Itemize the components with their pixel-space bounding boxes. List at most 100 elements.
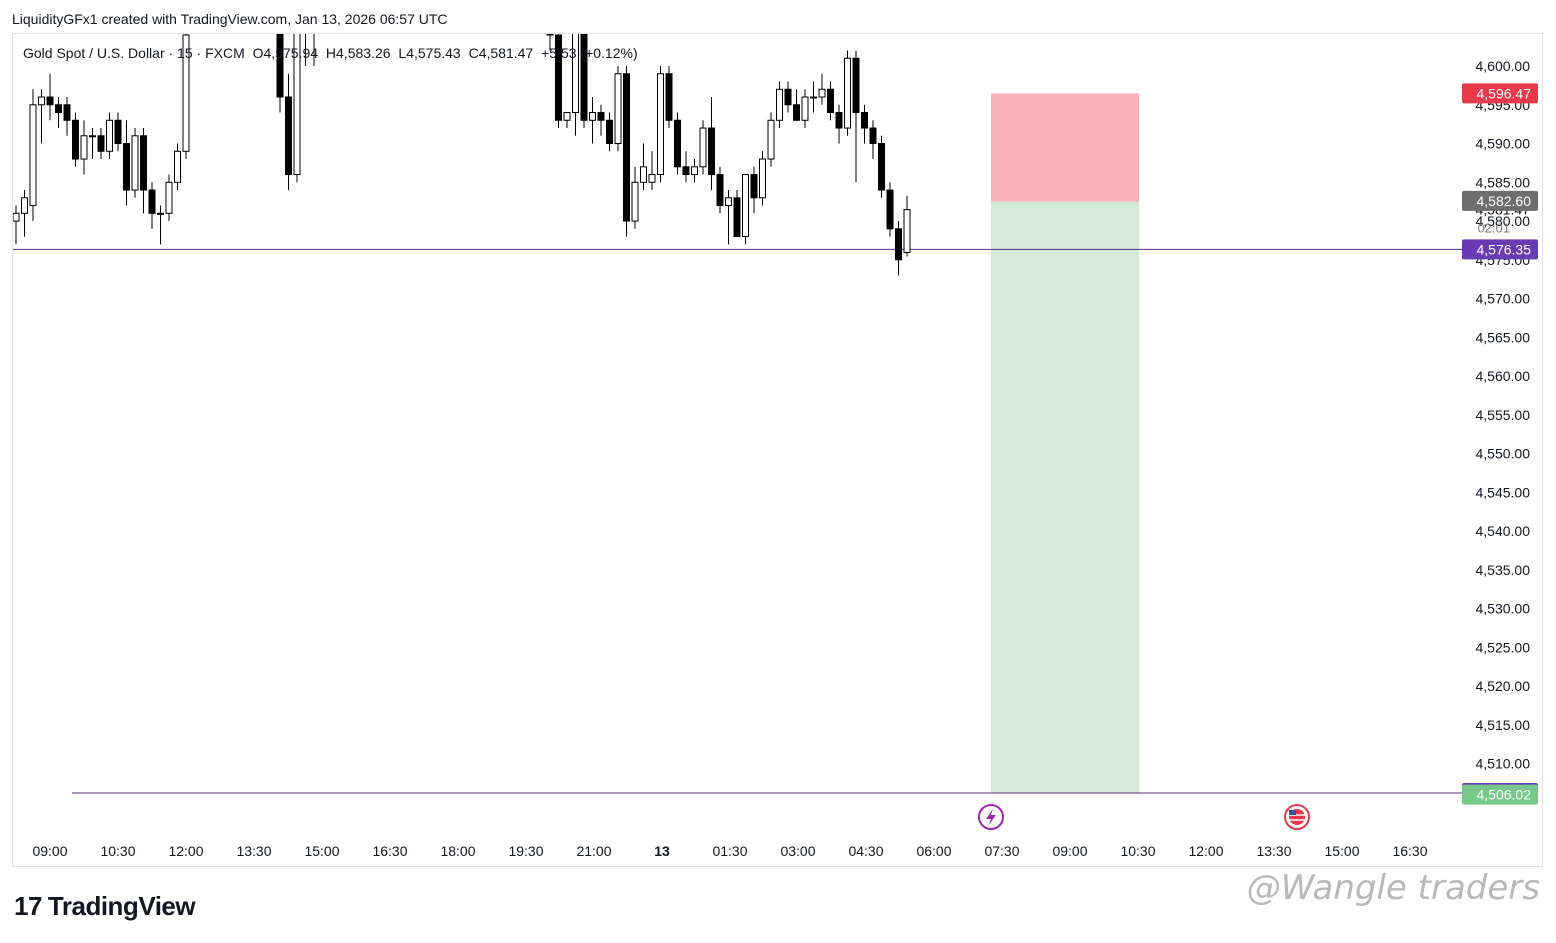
stop-loss-zone	[991, 93, 1139, 202]
candle	[648, 174, 656, 183]
x-tick-label: 09:00	[1052, 843, 1087, 859]
candle	[725, 197, 732, 207]
y-tick-label: 4,545.00	[1476, 484, 1531, 500]
legend-open: O4,575.94	[252, 45, 319, 61]
candle	[827, 88, 834, 114]
price-badge	[1462, 239, 1538, 260]
candle	[665, 73, 673, 121]
candle	[597, 112, 605, 121]
price-badge-label: 4,506.02	[1477, 787, 1532, 803]
candle	[106, 119, 113, 152]
candle	[895, 228, 902, 261]
x-tick-label: 12:00	[1188, 843, 1223, 859]
lightning-bolt-icon	[986, 809, 996, 826]
candle	[657, 73, 664, 176]
candle	[835, 112, 843, 129]
tradingview-logo[interactable]: 17 TradingView	[14, 891, 196, 922]
x-tick-label: 01:30	[712, 843, 747, 859]
x-tick-label: 13:30	[236, 843, 271, 859]
y-tick-label: 4,560.00	[1476, 368, 1531, 384]
x-tick-label: 10:30	[100, 843, 135, 859]
candle	[89, 135, 96, 138]
candle	[114, 119, 122, 145]
x-tick-label: 07:30	[984, 843, 1019, 859]
x-tick-label: 13:30	[1256, 843, 1291, 859]
y-tick-label: 4,550.00	[1476, 446, 1531, 462]
candle	[148, 189, 156, 214]
x-tick-label: 06:00	[916, 843, 951, 859]
candle	[97, 135, 105, 152]
candle	[750, 174, 758, 199]
price-badge-label: 4,582.60	[1477, 193, 1532, 209]
x-tick-label: 15:00	[1324, 843, 1359, 859]
y-tick-label: 4,565.00	[1476, 329, 1531, 345]
candle	[131, 135, 139, 191]
legend-change: +5.53 (+0.12%)	[541, 45, 638, 61]
candle	[55, 104, 62, 114]
candle	[818, 88, 826, 98]
candle	[311, 4, 317, 20]
candle	[640, 166, 647, 183]
price-badge-label: 4,576.35	[1477, 241, 1532, 257]
candle	[903, 209, 911, 254]
y-tick-label: 4,535.00	[1476, 562, 1531, 578]
candle	[631, 181, 639, 222]
x-tick-label: 21:00	[576, 843, 611, 859]
x-tick-label: 10:30	[1120, 843, 1155, 859]
candle	[852, 57, 860, 114]
legend-symbol[interactable]: Gold Spot / U.S. Dollar · 15 · FXCM	[23, 45, 245, 61]
candle	[844, 57, 851, 129]
candle	[21, 197, 28, 214]
chart-frame	[12, 33, 1543, 867]
candle	[46, 96, 54, 106]
candle	[293, 34, 301, 176]
candle	[810, 96, 817, 99]
candle-countdown: 02:01	[1477, 221, 1510, 236]
x-tick-label: 13	[654, 843, 670, 859]
y-tick-label: 4,525.00	[1476, 639, 1531, 655]
y-tick-label: 4,590.00	[1476, 136, 1531, 152]
watermark: @Wangle traders	[1246, 868, 1540, 908]
candle	[303, 12, 309, 20]
candle	[869, 127, 877, 145]
tradingview-brand: TradingView	[47, 891, 196, 921]
tradingview-logo-icon: 17	[14, 891, 42, 921]
x-tick-label: 18:00	[440, 843, 475, 859]
candle	[886, 189, 894, 230]
x-tick-label: 03:00	[780, 843, 815, 859]
candle	[682, 166, 690, 176]
y-tick-label: 4,510.00	[1476, 756, 1531, 772]
candle	[733, 197, 741, 238]
candle	[174, 150, 181, 183]
candle	[606, 119, 613, 145]
candle	[563, 112, 571, 121]
legend-close: C4,581.47	[468, 45, 534, 61]
y-tick-label: 4,520.00	[1476, 678, 1531, 694]
candle	[708, 127, 715, 176]
x-tick-label: 15:00	[304, 843, 339, 859]
candle	[784, 88, 792, 106]
candle	[716, 174, 724, 207]
candle	[276, 34, 284, 98]
candle	[861, 112, 868, 129]
x-tick-label: 04:30	[848, 843, 883, 859]
candle	[759, 158, 766, 199]
y-tick-label: 4,530.00	[1476, 601, 1531, 617]
candle	[691, 166, 698, 176]
price-badge-label: 4,596.47	[1477, 85, 1532, 101]
price-badge	[1462, 190, 1538, 211]
candle	[13, 212, 20, 222]
x-tick-label: 16:30	[372, 843, 407, 859]
candle	[140, 135, 147, 191]
plot-area[interactable]	[13, 0, 1462, 794]
candle	[776, 88, 783, 121]
candle	[38, 96, 45, 106]
candle	[29, 104, 37, 207]
y-tick-label: 4,570.00	[1476, 291, 1531, 307]
chart-attribution: LiquidityGFx1 created with TradingView.c…	[12, 11, 448, 27]
candle	[572, 34, 579, 114]
candle	[699, 127, 707, 168]
price-badge	[1462, 83, 1538, 104]
x-tick-label: 19:30	[508, 843, 543, 859]
